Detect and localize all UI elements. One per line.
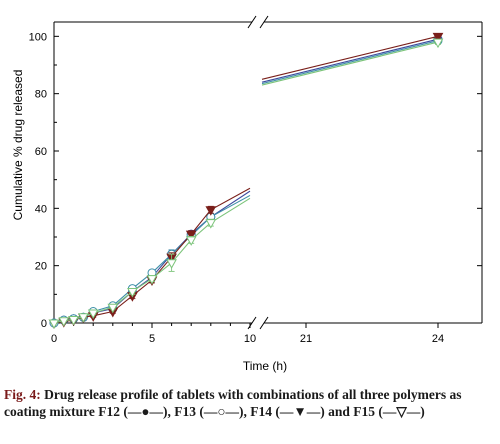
- tick-labels: 0 20 40 60 80 100 0 5 10 21 24: [29, 31, 444, 345]
- x-tick-label: 21: [300, 333, 312, 345]
- x-tick-label: 24: [432, 333, 444, 345]
- axis-break-mark-bottom: [259, 316, 269, 330]
- y-tick-label: 40: [35, 203, 47, 215]
- data-point: [205, 219, 217, 229]
- figure-caption: Fig. 4: Drug release profile of tablets …: [4, 386, 498, 420]
- data-point: [78, 313, 89, 323]
- x-tick-label: 0: [51, 333, 57, 345]
- y-tick-label: 80: [35, 89, 47, 101]
- y-tick-label: 60: [35, 146, 47, 158]
- data-point: [432, 32, 444, 43]
- series-line-f15-late: [261, 41, 439, 86]
- x-tick-label: 5: [149, 333, 155, 345]
- y-tick-label: 0: [41, 318, 47, 330]
- axis-break-mark-top: [259, 15, 269, 29]
- caption-text: Drug release profile of tablets with com…: [4, 387, 462, 419]
- x-tick-label: 10: [244, 333, 256, 345]
- figure-number: Fig. 4:: [4, 387, 41, 402]
- data-point: [185, 236, 197, 246]
- data-point: [87, 309, 99, 319]
- axis-break-mark-bottom: [247, 316, 257, 330]
- y-tick-label: 100: [29, 31, 47, 43]
- data-point: [146, 275, 158, 285]
- series-line-f12: [53, 190, 251, 324]
- data-point: [166, 259, 177, 269]
- y-axis-label: Cumulative % drug released: [11, 70, 25, 221]
- data-point: [48, 319, 60, 330]
- axis-break-mark-top: [247, 15, 257, 29]
- data-point: [185, 230, 197, 241]
- chart-axes: [53, 15, 483, 330]
- series-f12: [49, 34, 443, 328]
- data-point: [68, 316, 79, 326]
- series-line-f13: [53, 194, 251, 324]
- data-point: [58, 317, 70, 327]
- series-line-f14-late: [261, 35, 439, 80]
- x-axis-label: Time (h): [243, 359, 287, 373]
- series-line-f12-late: [261, 38, 439, 83]
- data-point: [205, 206, 217, 216]
- series-line-f14: [53, 187, 251, 324]
- data-point: [107, 303, 119, 314]
- drug-release-chart: 0 20 40 60 80 100 0 5 10 21 24 Cumulative % drug r…: [11, 15, 483, 373]
- series-f13: [49, 36, 443, 328]
- data-point: [127, 287, 138, 298]
- series-layer: [48, 32, 444, 330]
- y-tick-label: 20: [35, 261, 47, 273]
- series-f15: [48, 38, 444, 330]
- series-line-f13-late: [261, 40, 439, 85]
- series-line-f15: [53, 197, 251, 324]
- series-f14: [48, 32, 444, 330]
- data-point: [432, 38, 444, 49]
